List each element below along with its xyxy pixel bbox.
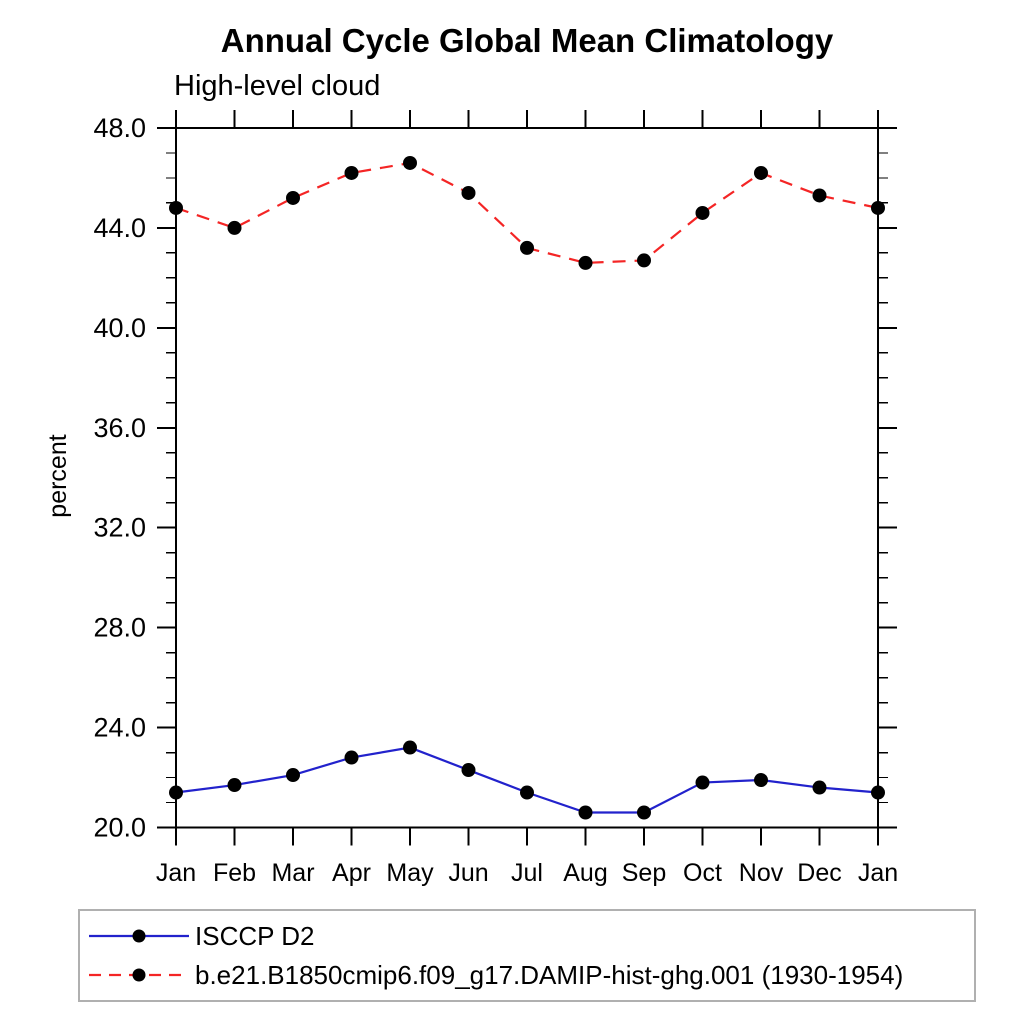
data-point-marker-0 [403,740,417,755]
data-point-marker-0 [578,805,593,820]
data-point-marker-0 [871,785,885,800]
axes-frame [175,127,879,829]
x-tick-label: Oct [683,859,722,887]
data-point-marker-0 [812,780,827,795]
data-point-marker-1 [286,190,300,205]
x-tick-label: Jul [511,859,543,887]
data-point-marker-1 [871,200,885,215]
data-point-marker-0 [286,768,300,783]
data-point-marker-1 [637,253,651,268]
data-point-marker-0 [754,773,768,788]
data-point-marker-1 [578,255,593,270]
data-point-marker-1 [169,200,183,215]
data-point-marker-0 [637,805,651,820]
legend-item-model-run: b.e21.B1850cmip6.f09_g17.DAMIP-hist-ghg.… [86,958,974,992]
data-point-marker-1 [344,165,359,180]
y-tick-label: 32.0 [93,513,146,543]
data-point-marker-1 [520,240,534,255]
x-tick-label: Dec [797,859,841,887]
legend-sample-solid-line-icon [89,929,189,943]
data-point-marker-0 [520,785,534,800]
data-point-marker-0 [461,763,476,778]
data-point-marker-0 [169,785,183,800]
data-point-marker-1 [461,185,476,200]
chart-subtitle: High-level cloud [174,70,381,102]
data-point-marker-0 [695,775,710,790]
data-point-marker-1 [403,155,417,170]
x-tick-label: Apr [332,859,371,887]
series-line-0 [175,746,879,814]
x-tick-label: Mar [271,859,314,887]
data-point-marker-0 [227,778,242,793]
y-tick-label: 24.0 [93,713,146,743]
y-tick-label: 20.0 [93,813,146,843]
y-tick-label: 28.0 [93,613,146,643]
plot-area: 20.0 24.0 28.0 32.0 36.0 40.0 44.0 48.0 Jan Feb Ma… [93,110,898,887]
x-tick-label: May [386,859,434,887]
x-tick-label: Feb [213,859,256,887]
chart-title: Annual Cycle Global Mean Climatology [220,22,834,59]
data-point-marker-1 [227,220,242,235]
legend-item-isccp-d2: ISCCP D2 [86,919,974,953]
x-tick-label: Jan [156,859,196,887]
y-tick-label: 44.0 [93,213,146,243]
y-tick-label: 40.0 [93,313,146,343]
y-tick-label: 36.0 [93,413,146,443]
legend-label-isccp-d2: ISCCP D2 [195,920,315,951]
data-point-marker-0 [344,750,359,765]
data-point-marker-1 [695,205,710,220]
x-tick-label: Nov [739,859,784,887]
x-tick-label: Sep [622,859,666,887]
legend-sample-dashed-line-icon [89,968,189,982]
x-tick-label: Aug [563,859,607,887]
x-tick-label: Jan [858,859,898,887]
legend: ISCCP D2 b.e21.B1850cmip6.f09_g17.DAMIP-… [78,909,976,1002]
y-tick-label: 48.0 [93,113,146,143]
data-point-marker-1 [812,188,827,203]
x-tick-label: Jun [448,859,488,887]
data-point-marker-1 [754,165,768,180]
legend-label-model-run: b.e21.B1850cmip6.f09_g17.DAMIP-hist-ghg.… [195,959,904,990]
